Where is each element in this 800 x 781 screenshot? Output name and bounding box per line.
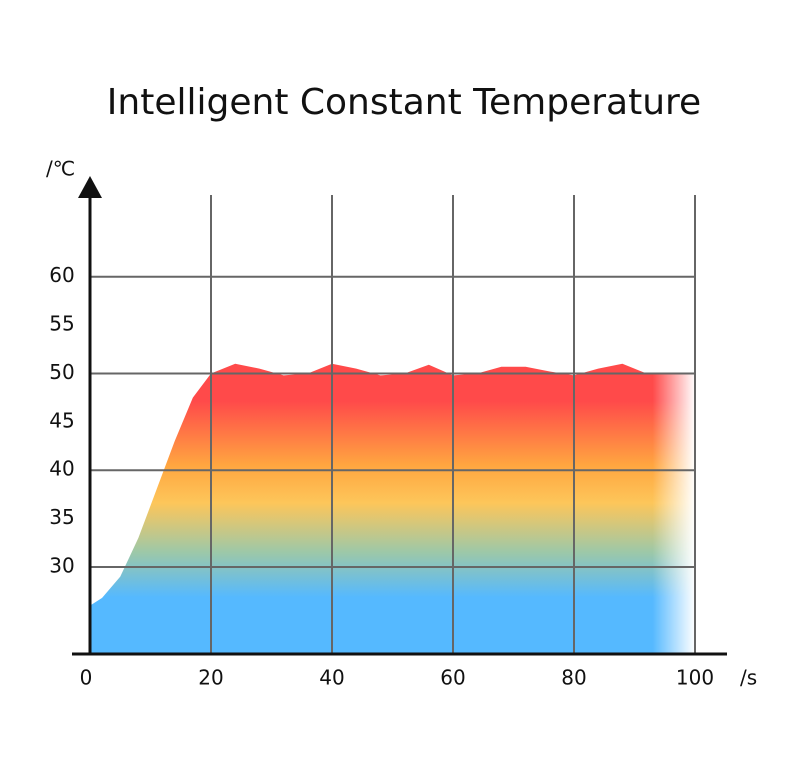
y-tick-label: 60 <box>49 263 74 287</box>
y-axis-arrow <box>78 176 102 198</box>
x-tick-label: 60 <box>440 666 465 690</box>
y-tick-label: 40 <box>49 457 74 481</box>
y-tick-label: 30 <box>49 553 74 577</box>
x-tick-label: 20 <box>198 666 223 690</box>
chart-title: Intelligent Constant Temperature <box>107 82 701 123</box>
y-tick-label: 45 <box>49 408 74 432</box>
x-tick-label: 100 <box>676 666 714 690</box>
x-tick-label: 40 <box>319 666 344 690</box>
y-tick-label: 50 <box>49 360 74 384</box>
x-tick-label: 0 <box>80 666 93 690</box>
x-unit: /s <box>740 666 757 690</box>
y-tick-label: 55 <box>49 312 74 336</box>
y-tick-label: 35 <box>49 505 74 529</box>
y-unit: /℃ <box>46 157 75 181</box>
x-tick-label: 80 <box>561 666 586 690</box>
temperature-area <box>90 363 695 654</box>
